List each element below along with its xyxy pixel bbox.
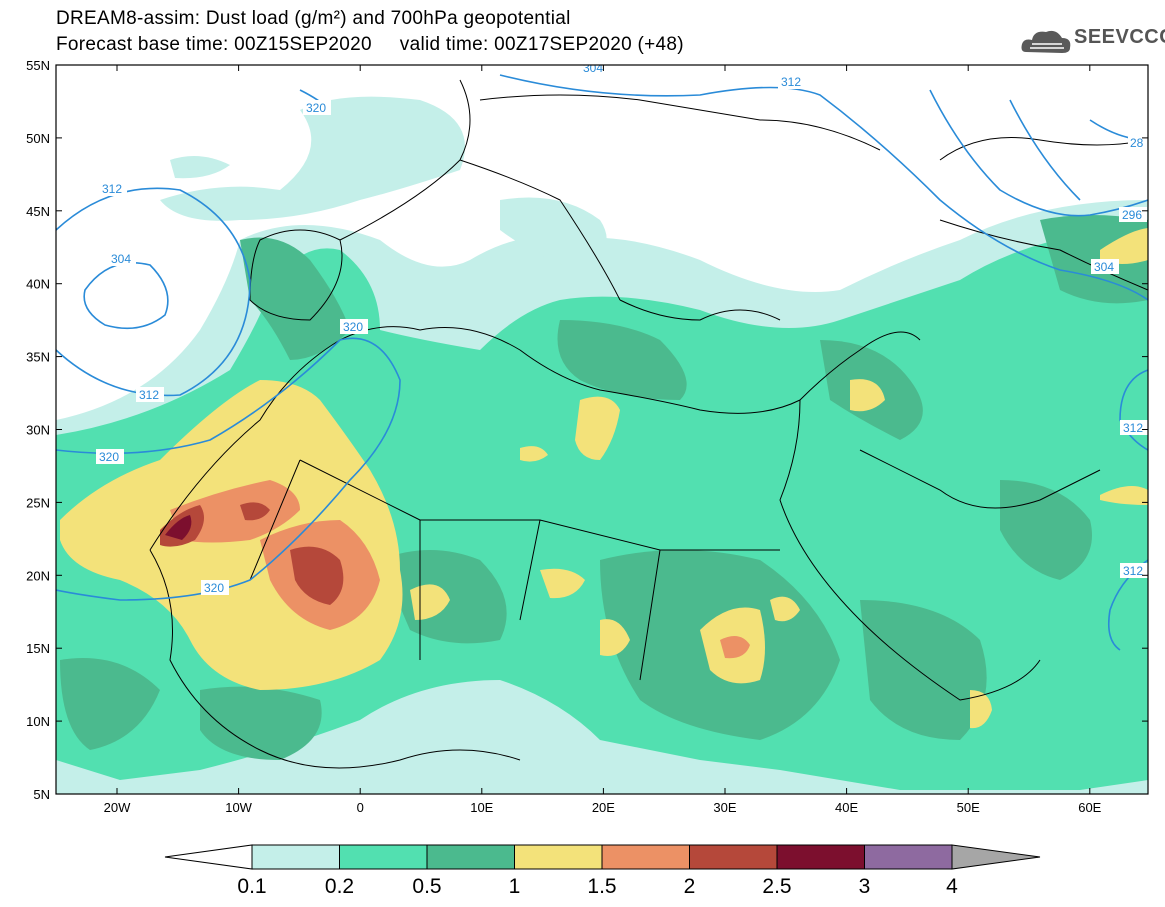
lon-label: 60E xyxy=(1078,800,1101,815)
colorbar-label: 0.5 xyxy=(412,875,441,898)
contour-label: 320 xyxy=(99,450,119,464)
colorbar-segment xyxy=(426,844,515,870)
contour-label: 312 xyxy=(1123,421,1143,435)
colorbar-label: 1.5 xyxy=(587,875,616,898)
contour-label: 312 xyxy=(102,182,122,196)
lon-label: 20E xyxy=(592,800,615,815)
logo-text: SEEVCCC xyxy=(1074,26,1165,48)
lat-label: 30N xyxy=(26,423,50,438)
colorbar-label: 3 xyxy=(859,875,871,898)
colorbar-label: 4 xyxy=(946,875,958,898)
contour-label: 320 xyxy=(306,101,326,115)
colorbar-segment xyxy=(164,844,253,870)
lon-label: 30E xyxy=(713,800,736,815)
contour-labels: 312 304 312 320 320 320 312 304 296 304 … xyxy=(96,61,1148,595)
lat-label: 40N xyxy=(26,277,50,292)
longitude-axis: 20W 10W 0 10E 20E 30E 40E 50E 60E xyxy=(104,65,1102,815)
lon-label: 40E xyxy=(835,800,858,815)
colorbar-segment xyxy=(776,844,865,870)
contour-label: 304 xyxy=(583,61,603,75)
colorbar-segment xyxy=(864,844,953,870)
cloud-icon xyxy=(1021,30,1071,53)
lat-label: 20N xyxy=(26,568,50,583)
lon-label: 50E xyxy=(957,800,980,815)
colorbar-segment xyxy=(339,844,428,870)
dust-layer-max xyxy=(165,515,192,540)
colorbar-label: 1 xyxy=(509,875,521,898)
lat-label: 25N xyxy=(26,495,50,510)
contour-label: 320 xyxy=(204,581,224,595)
lon-label: 10W xyxy=(225,800,252,815)
contour-label: 312 xyxy=(139,388,159,402)
lat-label: 35N xyxy=(26,350,50,365)
contour-label: 304 xyxy=(1094,260,1114,274)
colorbar-segment xyxy=(251,844,340,870)
colorbar-segment xyxy=(601,844,690,870)
lat-label: 15N xyxy=(26,641,50,656)
colorbar-label: 0.2 xyxy=(325,875,354,898)
map-canvas: 312 304 312 320 320 320 312 304 296 304 … xyxy=(56,61,1148,794)
lon-label: 10E xyxy=(470,800,493,815)
contour-label: 28 xyxy=(1130,136,1144,150)
colorbar: 0.1 0.2 0.5 1 1.5 2 2.5 3 4 xyxy=(164,844,1041,898)
colorbar-label: 2 xyxy=(684,875,696,898)
lat-label: 50N xyxy=(26,131,50,146)
country-borders xyxy=(149,79,1148,769)
lon-label: 20W xyxy=(104,800,131,815)
colorbar-segment xyxy=(689,844,778,870)
contour-label: 320 xyxy=(343,320,363,334)
contour-label: 312 xyxy=(1123,564,1143,578)
lon-label: 0 xyxy=(357,800,364,815)
contour-label: 296 xyxy=(1122,208,1142,222)
lat-label: 45N xyxy=(26,204,50,219)
colorbar-segment xyxy=(951,844,1041,870)
colorbar-segment xyxy=(514,844,603,870)
lat-label: 5N xyxy=(33,787,50,802)
contour-label: 312 xyxy=(781,75,801,89)
colorbar-label: 0.1 xyxy=(237,875,266,898)
contour-label: 304 xyxy=(111,252,131,266)
colorbar-label: 2.5 xyxy=(762,875,791,898)
latitude-axis: 55N 50N 45N 40N 35N 30N 25N 20N 15N 10N 5N xyxy=(26,58,1148,802)
map-title: DREAM8-assim: Dust load (g/m²) and 700hP… xyxy=(56,8,571,29)
lat-label: 10N xyxy=(26,714,50,729)
forecast-times: Forecast base time: 00Z15SEP2020 valid t… xyxy=(56,34,684,55)
lat-label: 55N xyxy=(26,58,50,73)
